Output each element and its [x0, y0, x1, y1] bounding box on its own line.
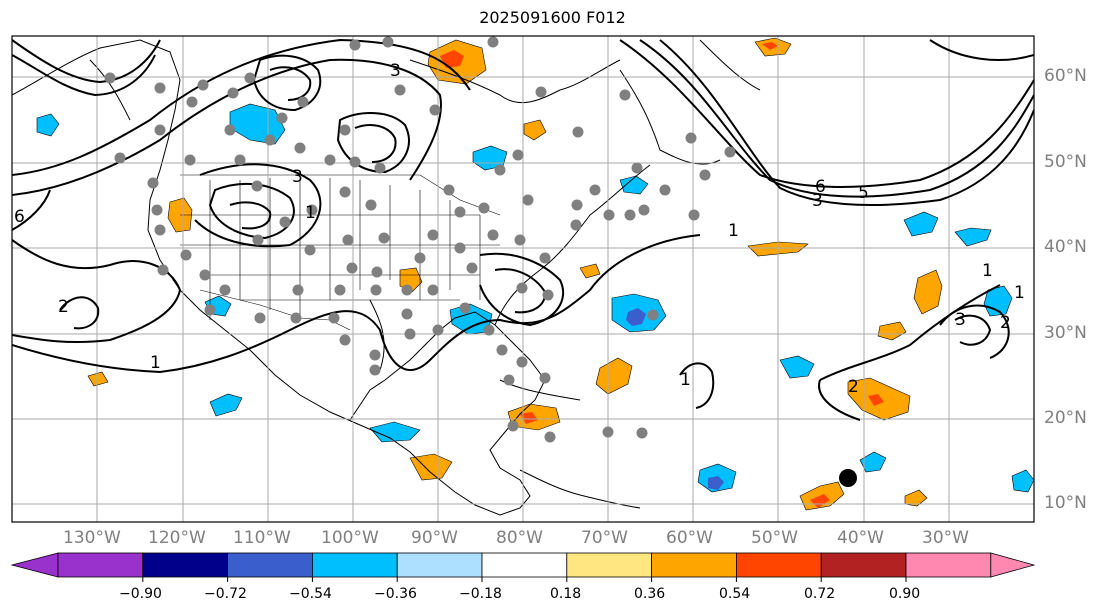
contour-label: 6 [14, 207, 25, 227]
contour-label: 1 [728, 221, 739, 241]
contour-label: 5 [858, 183, 869, 203]
latitude-label: 60°N [1044, 66, 1087, 86]
colorbar-bin [736, 552, 822, 578]
contour-label: 2 [848, 377, 859, 397]
contour-label-group: 1 1 1 1 1 1 2 2 2 3 3 3 3 5 6 6 [14, 61, 1025, 397]
colorbar-extend-low [10, 552, 59, 578]
station-markers [104, 36, 736, 443]
contour-label: 6 [815, 177, 826, 197]
shade-orange-6 [913, 269, 943, 315]
colorbar-tick-label: −0.90 [119, 586, 162, 602]
colorbar-bin [905, 552, 992, 578]
contour-label: 1 [150, 353, 161, 373]
shade-blue-9 [903, 211, 939, 237]
longitude-label: 50°W [751, 528, 798, 548]
longitude-label: 130°W [63, 528, 121, 548]
longitude-label: 110°W [233, 528, 291, 548]
colorbar-tick-label: −0.36 [374, 586, 417, 602]
contour-label: 3 [812, 191, 823, 211]
colorbar-tick-label: 0.18 [550, 586, 582, 602]
colorbar-bin [311, 552, 398, 578]
colorbar-ticks [142, 577, 907, 582]
longitude-label: 120°W [148, 528, 206, 548]
colorbar-bin [651, 552, 737, 578]
colorbar-bin [820, 552, 907, 578]
colorbar-tick-label: 0.36 [634, 586, 666, 602]
shade-orange-7 [595, 357, 633, 395]
shade-orange-1-inner [440, 50, 464, 68]
shade-orange-3-inner [520, 412, 538, 424]
colorbar-tick-label: −0.72 [204, 586, 247, 602]
latitude-label: 50°N [1044, 152, 1087, 172]
longitude-label: 40°W [837, 528, 884, 548]
colorbar-tick-label: 0.54 [719, 586, 751, 602]
contour-label: 3 [955, 310, 966, 330]
graticule [12, 36, 1034, 522]
contour-label: 1 [305, 203, 316, 223]
colorbar [10, 552, 1036, 578]
contour-label: 1 [1014, 283, 1025, 303]
latitude-label: 40°N [1044, 237, 1087, 257]
shade-blue-11 [209, 393, 243, 417]
shade-blue-6 [779, 355, 815, 379]
longitude-label: 30°W [922, 528, 969, 548]
shade-blue-2 [36, 113, 60, 137]
contour-label: 1 [982, 261, 993, 281]
longitude-label: 70°W [581, 528, 628, 548]
shade-blue-4-inner [626, 308, 646, 326]
shade-orange-9 [409, 453, 453, 481]
colorbar-bin [566, 552, 652, 578]
shade-blue-7-inner [708, 476, 724, 490]
colorbar-tick-label: −0.54 [289, 586, 332, 602]
shade-orange-10 [523, 119, 547, 141]
longitude-label: 90°W [411, 528, 458, 548]
colorbar-extend-high [990, 552, 1036, 578]
contour-label: 3 [390, 61, 401, 81]
shade-blue-12 [369, 421, 421, 443]
shade-orange-16 [579, 263, 601, 279]
colorbar-bin [227, 552, 313, 578]
colorbar-bin [142, 552, 229, 578]
latitude-label: 20°N [1044, 408, 1087, 428]
latitude-label: 10°N [1044, 493, 1087, 513]
shade-blue-13 [859, 451, 887, 473]
longitude-label: 100°W [321, 528, 379, 548]
colorbar-bin [396, 552, 483, 578]
storm-center-marker [839, 469, 857, 487]
longitude-label: 60°W [666, 528, 713, 548]
map-frame [11, 35, 1035, 523]
shade-blue-16 [619, 175, 649, 195]
contour-label: 2 [58, 297, 69, 317]
map-title: 2025091600 F012 [479, 8, 626, 27]
shade-blue-14 [1011, 469, 1034, 493]
colorbar-tick-label: 0.72 [804, 586, 836, 602]
contour-label: 1 [680, 370, 691, 390]
colorbar-tick-label: 0.90 [889, 586, 921, 602]
contour-label: 3 [292, 167, 303, 187]
contour-label: 2 [1000, 313, 1011, 333]
shade-orange-14-inner [762, 42, 778, 50]
shade-orange-15 [904, 489, 928, 507]
shade-orange-4-inner [868, 394, 884, 406]
colorbar-bin [481, 552, 568, 578]
colorbar-tick-label: −0.18 [459, 586, 502, 602]
longitude-label: 80°W [496, 528, 543, 548]
colorbar-bin [57, 552, 144, 578]
shade-blue-10 [954, 227, 992, 247]
latitude-label: 30°N [1044, 323, 1087, 343]
